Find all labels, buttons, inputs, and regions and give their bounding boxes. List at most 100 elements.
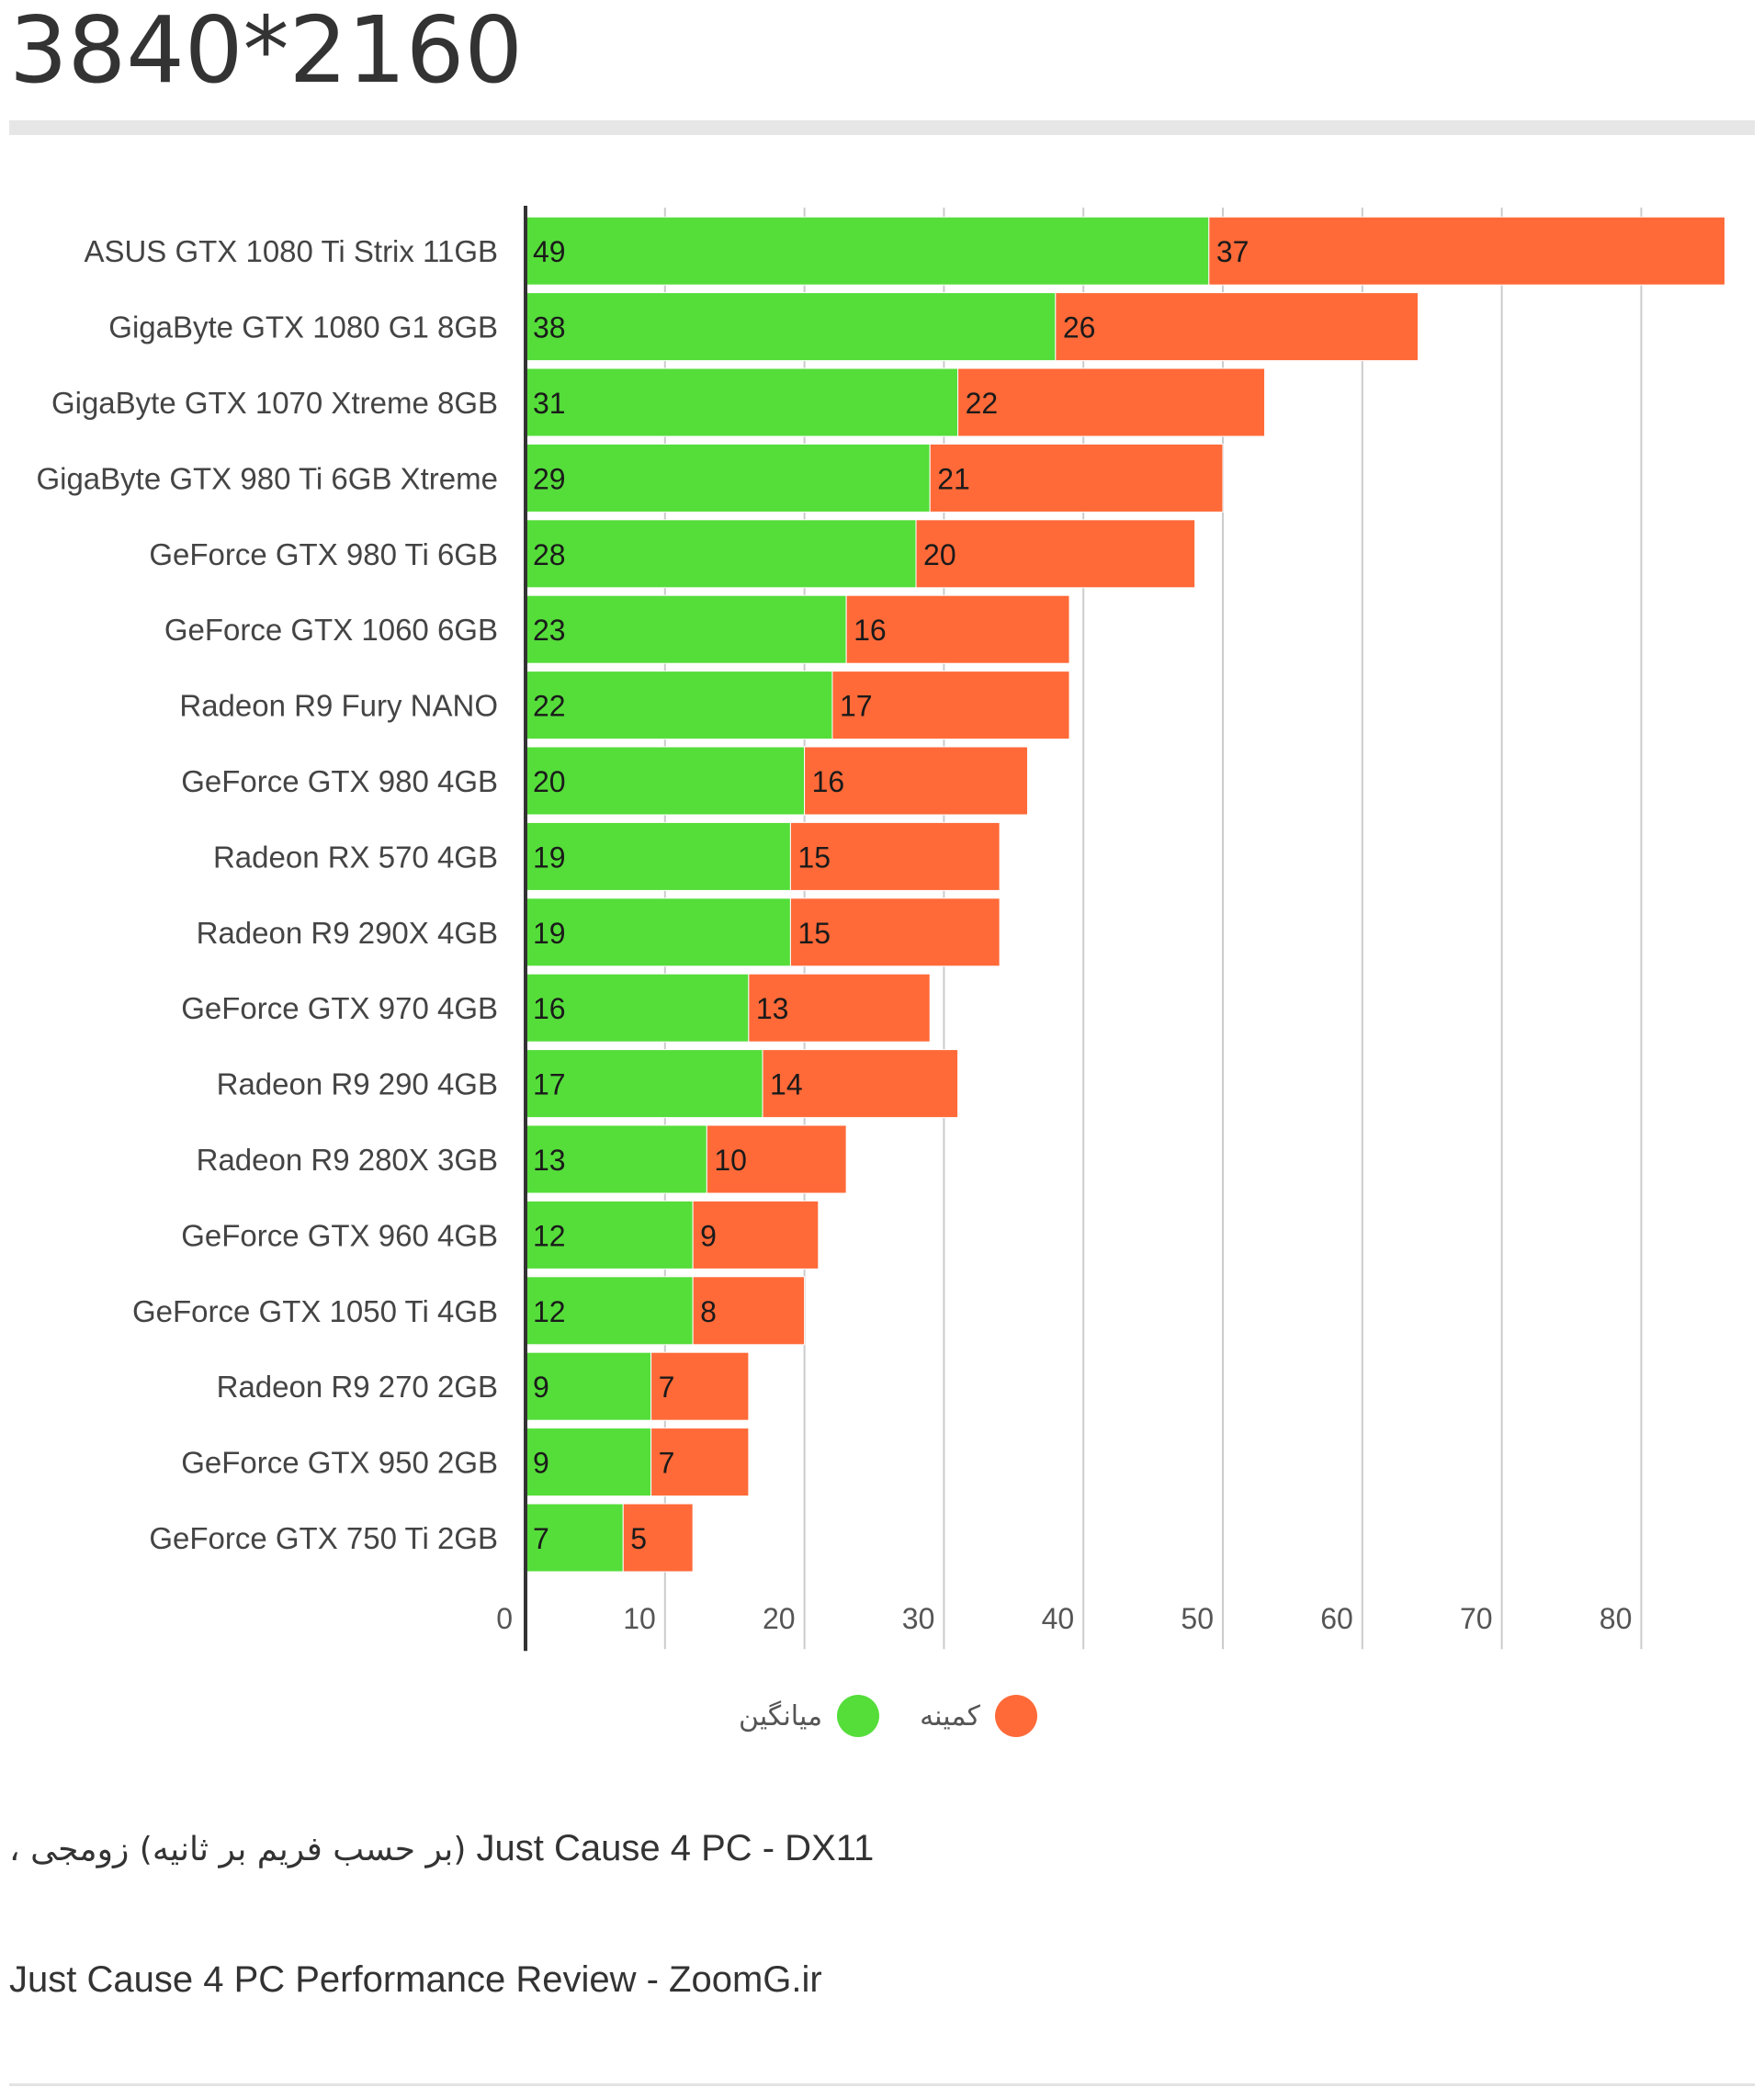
- value-label-average: 12: [533, 1295, 566, 1328]
- category-label: GigaByte GTX 1070 Xtreme 8GB: [51, 386, 498, 420]
- x-tick-label-60: 60: [1320, 1602, 1353, 1635]
- legend-item-min: کمینه: [907, 1695, 1037, 1737]
- value-label-minimum: 16: [854, 614, 887, 647]
- category-label: GeForce GTX 980 4GB: [181, 764, 498, 798]
- value-label-minimum: 37: [1216, 235, 1250, 268]
- bar-average: [525, 1276, 694, 1346]
- x-tick-label-50: 50: [1181, 1602, 1214, 1635]
- bar-average: [525, 443, 931, 513]
- bar-minimum: [804, 746, 1028, 816]
- category-label: GigaByte GTX 980 Ti 6GB Xtreme: [36, 461, 498, 495]
- category-label: GeForce GTX 1050 Ti 4GB: [132, 1294, 498, 1328]
- value-label-average: 22: [533, 690, 566, 723]
- category-label: Radeon R9 Fury NANO: [179, 689, 498, 723]
- value-label-minimum: 15: [797, 841, 831, 874]
- value-label-minimum: 7: [659, 1371, 675, 1404]
- bar-average: [525, 1503, 624, 1573]
- x-tick-label-80: 80: [1600, 1602, 1633, 1635]
- page-title: 3840*2160: [9, 0, 523, 104]
- legend-label-avg: میانگین: [739, 1699, 823, 1732]
- bar-minimum: [706, 1124, 847, 1194]
- value-label-minimum: 16: [812, 765, 845, 798]
- bar-average: [525, 746, 806, 816]
- value-label-minimum: 17: [840, 690, 873, 723]
- x-tick-label-30: 30: [902, 1602, 935, 1635]
- bar-average: [525, 594, 847, 664]
- bar-average: [525, 973, 750, 1043]
- category-label: GeForce GTX 1060 6GB: [164, 613, 498, 647]
- value-label-minimum: 22: [966, 387, 999, 420]
- source-caption: Just Cause 4 PC Performance Review - Zoo…: [9, 1959, 822, 2000]
- bar-minimum: [762, 1049, 959, 1119]
- bar-minimum: [692, 1200, 820, 1270]
- x-tick-label-10: 10: [623, 1602, 656, 1635]
- bar-minimum: [845, 594, 1070, 664]
- caption-english-text: Just Cause 4 PC - DX11: [476, 1828, 875, 1868]
- value-label-average: 38: [533, 311, 566, 344]
- x-tick-label-40: 40: [1042, 1602, 1075, 1635]
- value-label-average: 28: [533, 538, 566, 571]
- caption-persian-text: (بر حسب فریم بر ثانیه) زومجی ،: [9, 1831, 467, 1868]
- bar-minimum: [1055, 292, 1419, 362]
- value-label-minimum: 13: [756, 992, 789, 1025]
- value-label-average: 16: [533, 992, 566, 1025]
- value-label-average: 19: [533, 841, 566, 874]
- value-label-average: 17: [533, 1068, 566, 1101]
- value-label-average: 9: [533, 1371, 549, 1404]
- bar-chart: 0 10 20 30 40 50 60 70 80 ASUS GTX 1080 Ti Strix …: [36, 206, 1725, 1652]
- value-label-minimum: 14: [770, 1068, 803, 1101]
- value-label-average: 12: [533, 1219, 566, 1252]
- bar-minimum: [789, 897, 1001, 967]
- bar-average: [525, 292, 1057, 362]
- value-label-average: 20: [533, 765, 566, 798]
- value-label-average: 9: [533, 1447, 549, 1480]
- bar-average: [525, 1351, 652, 1421]
- category-label: Radeon R9 290X 4GB: [197, 916, 498, 950]
- value-label-minimum: 8: [700, 1295, 717, 1328]
- value-label-minimum: 21: [937, 462, 970, 495]
- value-label-average: 29: [533, 462, 566, 495]
- category-label: Radeon R9 270 2GB: [217, 1370, 498, 1404]
- chart-legend: کمینه میانگین: [698, 1690, 1037, 1742]
- legend-label-min: کمینه: [920, 1699, 980, 1732]
- category-label: ASUS GTX 1080 Ti Strix 11GB: [84, 234, 498, 268]
- category-label: GeForce GTX 970 4GB: [181, 991, 498, 1025]
- bar-average: [525, 1124, 707, 1194]
- category-label: Radeon R9 290 4GB: [217, 1067, 498, 1101]
- bar-average: [525, 519, 917, 589]
- x-tick-label-70: 70: [1460, 1602, 1493, 1635]
- bar-minimum: [831, 671, 1070, 740]
- category-label: GeForce GTX 960 4GB: [181, 1218, 498, 1252]
- value-label-minimum: 26: [1063, 311, 1096, 344]
- category-label: Radeon RX 570 4GB: [213, 840, 498, 874]
- bar-minimum: [748, 973, 931, 1043]
- value-label-minimum: 7: [659, 1447, 675, 1480]
- value-label-average: 19: [533, 917, 566, 950]
- chart-caption: (بر حسب فریم بر ثانیه) زومجی ، Just Caus…: [9, 1828, 874, 1869]
- category-label: Radeon R9 280X 3GB: [197, 1143, 498, 1177]
- bar-average: [525, 216, 1210, 286]
- value-label-minimum: 10: [714, 1144, 747, 1177]
- bar-average: [525, 1428, 652, 1497]
- value-label-minimum: 5: [630, 1522, 647, 1555]
- value-label-average: 13: [533, 1144, 566, 1177]
- bar-average: [525, 367, 959, 437]
- category-label: GeForce GTX 950 2GB: [181, 1446, 498, 1480]
- bar-minimum: [915, 519, 1196, 589]
- bottom-divider: [9, 2083, 1755, 2086]
- bar-minimum: [650, 1428, 750, 1497]
- bar-minimum: [650, 1351, 750, 1421]
- legend-swatch-min: [994, 1695, 1037, 1737]
- bar-minimum: [692, 1276, 806, 1346]
- value-label-minimum: 9: [700, 1219, 717, 1252]
- value-label-minimum: 15: [797, 917, 831, 950]
- bar-average: [525, 1200, 694, 1270]
- value-label-average: 49: [533, 235, 566, 268]
- value-label-minimum: 20: [923, 538, 956, 571]
- bar-average: [525, 671, 833, 740]
- category-label: GigaByte GTX 1080 G1 8GB: [108, 310, 498, 344]
- title-divider: [9, 120, 1755, 135]
- legend-item-avg: میانگین: [726, 1695, 880, 1737]
- bar-average: [525, 897, 791, 967]
- category-label: GeForce GTX 980 Ti 6GB: [149, 537, 498, 571]
